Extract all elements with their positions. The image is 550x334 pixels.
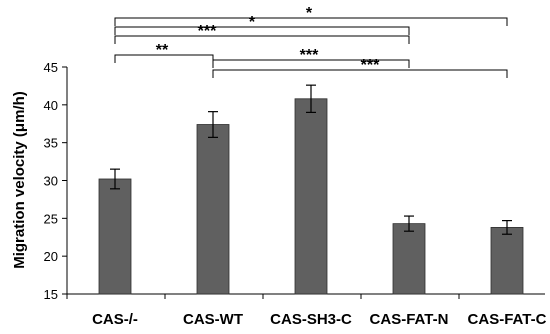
significance-label: *** — [300, 47, 319, 64]
x-tick-label: CAS-FAT-C — [468, 311, 547, 328]
significance-label: * — [306, 5, 313, 22]
x-tick-label: CAS-/- — [92, 311, 138, 328]
y-tick-label: 30 — [44, 174, 58, 189]
y-tick-label: 20 — [44, 249, 58, 264]
bar — [98, 178, 132, 295]
significance-bracket — [212, 69, 508, 78]
significance-label: ** — [156, 42, 169, 59]
x-tick-label: CAS-SH3-C — [270, 311, 352, 328]
axes: 15 20 25 30 35 40 45 CAS-/- CAS-WT CAS-SH3-C CAS-F… — [44, 60, 547, 328]
significance-bracket — [114, 17, 508, 26]
significance-bracket — [114, 26, 410, 35]
y-tick-label: 40 — [44, 98, 58, 113]
significance-bracket — [212, 59, 410, 68]
significance-label: *** — [198, 23, 217, 40]
y-tick-label: 35 — [44, 136, 58, 151]
bar — [490, 227, 524, 295]
bar — [294, 98, 328, 295]
bars — [98, 98, 524, 295]
y-tick-label: 25 — [44, 211, 58, 226]
x-tick-label: CAS-FAT-N — [370, 311, 449, 328]
significance-bracket — [114, 35, 410, 44]
significance-bracket — [114, 54, 214, 63]
y-tick-label: 45 — [44, 60, 58, 75]
error-bars — [110, 84, 512, 235]
significance-label: * — [249, 14, 256, 31]
bar — [196, 124, 230, 295]
y-tick-label: 15 — [44, 287, 58, 302]
y-axis-label: Migration velocity (μm/h) — [11, 91, 28, 269]
x-tick-label: CAS-WT — [183, 311, 243, 328]
bar — [392, 223, 426, 295]
significance-brackets: ************* — [114, 5, 508, 78]
significance-label: *** — [361, 57, 380, 74]
